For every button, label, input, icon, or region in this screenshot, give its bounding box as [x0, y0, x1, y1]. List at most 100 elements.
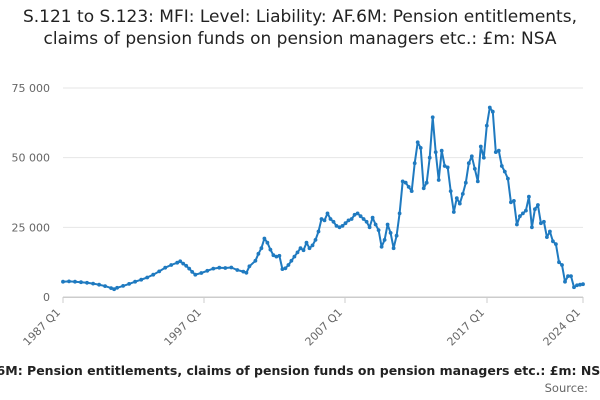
data-point[interactable]	[572, 285, 576, 290]
data-point[interactable]	[454, 196, 459, 201]
data-point[interactable]	[358, 214, 363, 219]
data-point[interactable]	[289, 258, 294, 263]
data-point[interactable]	[247, 264, 252, 269]
data-point[interactable]	[103, 284, 107, 288]
data-point[interactable]	[451, 210, 456, 214]
data-point[interactable]	[575, 283, 579, 288]
data-point[interactable]	[127, 282, 131, 286]
data-point[interactable]	[521, 211, 525, 216]
data-point[interactable]	[581, 282, 585, 287]
data-point[interactable]	[379, 244, 384, 249]
data-point[interactable]	[382, 238, 387, 242]
data-point[interactable]	[427, 155, 432, 160]
data-point[interactable]	[190, 270, 195, 274]
data-point[interactable]	[388, 231, 393, 235]
data-point[interactable]	[109, 286, 113, 290]
data-point[interactable]	[223, 266, 228, 270]
data-point[interactable]	[304, 240, 309, 245]
data-point[interactable]	[187, 266, 192, 271]
data-point[interactable]	[271, 253, 276, 258]
data-point[interactable]	[481, 155, 486, 160]
data-point[interactable]	[343, 221, 348, 226]
data-point[interactable]	[506, 176, 510, 181]
data-point[interactable]	[484, 123, 489, 128]
data-point[interactable]	[421, 186, 426, 191]
data-point[interactable]	[280, 267, 285, 271]
data-point[interactable]	[256, 251, 261, 256]
data-point[interactable]	[199, 271, 204, 275]
data-point[interactable]	[259, 246, 264, 251]
data-point[interactable]	[211, 266, 216, 271]
data-point[interactable]	[322, 218, 327, 223]
data-point[interactable]	[442, 164, 447, 168]
data-point[interactable]	[274, 254, 279, 259]
data-point[interactable]	[406, 185, 411, 189]
data-point[interactable]	[475, 179, 480, 184]
data-point[interactable]	[548, 229, 552, 234]
data-point[interactable]	[268, 247, 273, 252]
data-point[interactable]	[73, 279, 77, 284]
data-point[interactable]	[205, 268, 210, 273]
data-point[interactable]	[409, 189, 414, 194]
data-point[interactable]	[157, 269, 162, 274]
data-point[interactable]	[512, 199, 516, 203]
data-point[interactable]	[518, 214, 522, 219]
data-point[interactable]	[163, 265, 168, 270]
data-point[interactable]	[112, 287, 116, 292]
data-point[interactable]	[499, 164, 504, 168]
data-point[interactable]	[334, 224, 339, 228]
data-point[interactable]	[121, 284, 125, 288]
data-point[interactable]	[277, 253, 282, 258]
data-point[interactable]	[229, 265, 234, 270]
data-point[interactable]	[509, 200, 513, 205]
data-point[interactable]	[391, 246, 396, 251]
data-point[interactable]	[298, 246, 303, 251]
data-point[interactable]	[578, 282, 582, 287]
data-point[interactable]	[463, 180, 468, 185]
data-point[interactable]	[415, 140, 420, 145]
data-point[interactable]	[217, 265, 222, 270]
data-point[interactable]	[346, 218, 351, 223]
data-point[interactable]	[433, 150, 438, 155]
data-point[interactable]	[436, 178, 441, 182]
data-point[interactable]	[85, 280, 89, 285]
data-point[interactable]	[133, 279, 138, 284]
data-point[interactable]	[253, 258, 258, 263]
data-point[interactable]	[319, 217, 324, 221]
data-point[interactable]	[178, 259, 183, 264]
data-point[interactable]	[145, 275, 150, 280]
data-point[interactable]	[490, 109, 495, 114]
data-point[interactable]	[493, 150, 498, 155]
data-point[interactable]	[424, 180, 429, 185]
data-point[interactable]	[283, 266, 288, 271]
data-point[interactable]	[262, 236, 267, 241]
data-point[interactable]	[97, 282, 101, 287]
data-point[interactable]	[367, 225, 372, 230]
data-point[interactable]	[316, 229, 321, 234]
data-point[interactable]	[466, 161, 471, 166]
data-point[interactable]	[530, 225, 534, 230]
data-point[interactable]	[235, 268, 240, 272]
data-point[interactable]	[169, 263, 174, 267]
data-point[interactable]	[355, 211, 360, 216]
data-point[interactable]	[175, 260, 180, 265]
data-point[interactable]	[340, 224, 345, 228]
data-point[interactable]	[91, 281, 95, 286]
data-point[interactable]	[563, 279, 567, 284]
data-point[interactable]	[430, 115, 435, 120]
data-point[interactable]	[295, 250, 300, 255]
data-point[interactable]	[328, 217, 333, 221]
data-point[interactable]	[370, 215, 375, 220]
data-point[interactable]	[385, 222, 390, 227]
data-point[interactable]	[115, 285, 119, 290]
data-point[interactable]	[373, 222, 378, 227]
data-point[interactable]	[554, 242, 558, 247]
data-point[interactable]	[445, 165, 450, 170]
data-point[interactable]	[307, 246, 312, 251]
data-point[interactable]	[376, 228, 381, 233]
data-point[interactable]	[286, 263, 291, 267]
data-point[interactable]	[151, 272, 156, 277]
data-point[interactable]	[515, 222, 519, 227]
data-point[interactable]	[67, 279, 71, 284]
data-point[interactable]	[524, 208, 528, 213]
